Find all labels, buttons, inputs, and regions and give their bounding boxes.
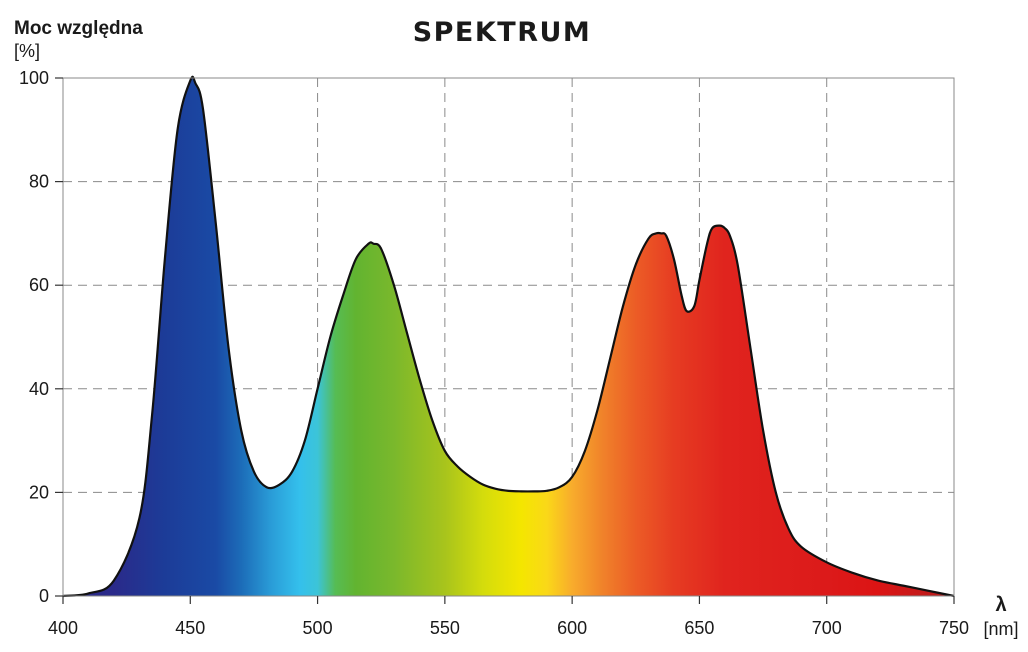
y-tick-label: 80 (29, 172, 49, 192)
plot-frame (62, 77, 955, 597)
y-tick-label: 0 (39, 586, 49, 606)
x-tick-labels: 400 450 500 550 600 650 700 750 (48, 596, 969, 638)
x-tick-label: 750 (939, 618, 969, 638)
y-axis-label: Moc względna (14, 18, 143, 39)
x-tick-label: 550 (430, 618, 460, 638)
x-tick-label: 400 (48, 618, 78, 638)
x-tick-label: 450 (175, 618, 205, 638)
x-axis-label: λ (995, 594, 1006, 616)
x-axis-unit: [nm] (983, 619, 1018, 639)
x-tick-label: 500 (303, 618, 333, 638)
y-tick-labels: 0 20 40 60 80 100 (19, 68, 63, 606)
x-tick-label: 600 (557, 618, 587, 638)
y-tick-label: 40 (29, 379, 49, 399)
y-axis-unit: [%] (14, 41, 40, 61)
spectrum-curve (62, 75, 955, 598)
x-tick-label: 650 (684, 618, 714, 638)
y-tick-label: 20 (29, 482, 49, 502)
y-tick-label: 60 (29, 275, 49, 295)
spectrum-area (63, 78, 954, 596)
y-tick-label: 100 (19, 68, 49, 88)
x-tick-label: 700 (812, 618, 842, 638)
chart-title: SPEKTRUM (413, 17, 592, 48)
